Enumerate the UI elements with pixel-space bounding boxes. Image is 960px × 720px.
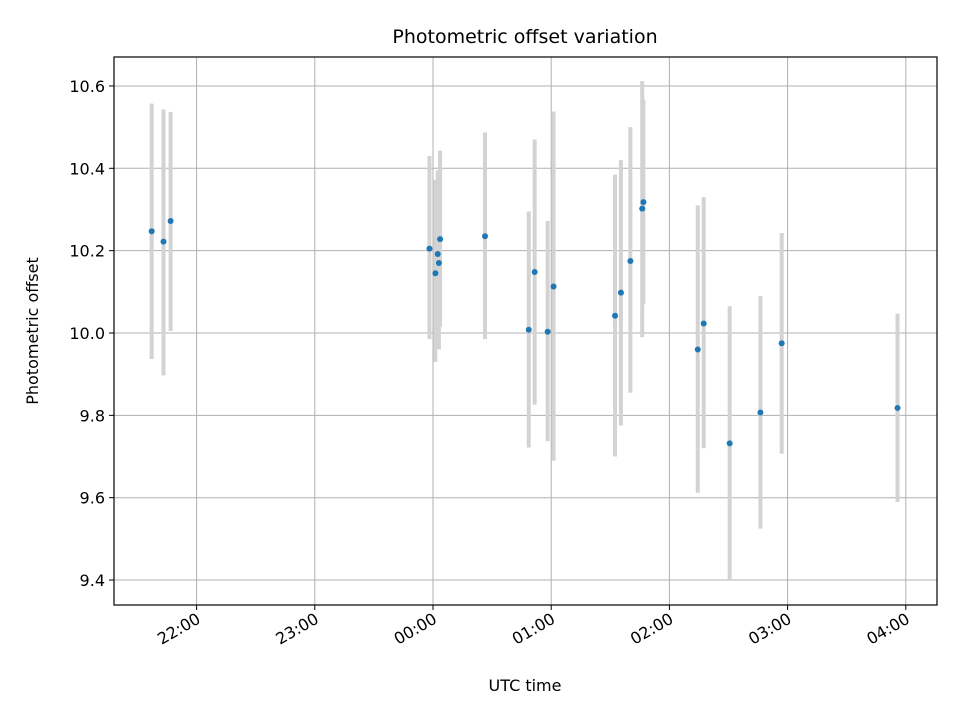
data-point <box>426 245 433 252</box>
x-tick-label: 00:00 <box>391 609 440 649</box>
data-point <box>700 320 707 327</box>
data-point <box>437 236 444 243</box>
y-tick-label: 9.8 <box>80 406 105 425</box>
data-point <box>148 228 155 235</box>
y-tick-label: 9.6 <box>80 489 105 508</box>
data-point <box>639 205 646 212</box>
x-axis-label: UTC time <box>489 676 562 695</box>
y-tick-label: 10.0 <box>69 324 105 343</box>
data-point <box>778 340 785 347</box>
chart-title: Photometric offset variation <box>392 26 657 48</box>
x-tick-label: 03:00 <box>745 609 794 649</box>
x-axis-ticks: 22:00 23:00 00:00 01:00 02:00 03:00 04:00 <box>154 605 913 649</box>
grid <box>114 57 937 605</box>
data-point <box>627 257 634 264</box>
x-tick-label: 23:00 <box>272 609 321 649</box>
data-point <box>435 260 442 267</box>
data-point <box>434 250 441 257</box>
data-point <box>525 326 532 333</box>
y-axis-label: Photometric offset <box>23 257 42 405</box>
data-point <box>612 312 619 319</box>
x-tick-label: 22:00 <box>154 609 203 649</box>
error-bars <box>149 81 900 581</box>
data-point <box>531 269 538 276</box>
data-point <box>432 270 439 277</box>
x-tick-label: 04:00 <box>863 609 912 649</box>
plot-frame <box>113 56 938 606</box>
data-points <box>148 199 901 447</box>
data-point <box>894 404 901 411</box>
x-tick-label: 01:00 <box>509 609 558 649</box>
data-point <box>617 289 624 296</box>
x-tick-label: 02:00 <box>627 609 676 649</box>
data-point <box>550 283 557 290</box>
data-point <box>757 409 764 416</box>
y-axis-ticks: 9.4 9.6 9.8 10.0 10.2 10.4 10.6 <box>69 77 114 590</box>
y-tick-label: 9.4 <box>80 571 105 590</box>
data-point <box>726 440 733 447</box>
y-tick-label: 10.4 <box>69 159 105 178</box>
data-point <box>544 328 551 335</box>
data-point <box>694 346 701 353</box>
data-point <box>482 233 489 240</box>
y-tick-label: 10.6 <box>69 77 105 96</box>
data-point <box>167 218 174 225</box>
data-point <box>640 199 647 206</box>
data-point <box>160 238 167 245</box>
y-tick-label: 10.2 <box>69 242 105 261</box>
